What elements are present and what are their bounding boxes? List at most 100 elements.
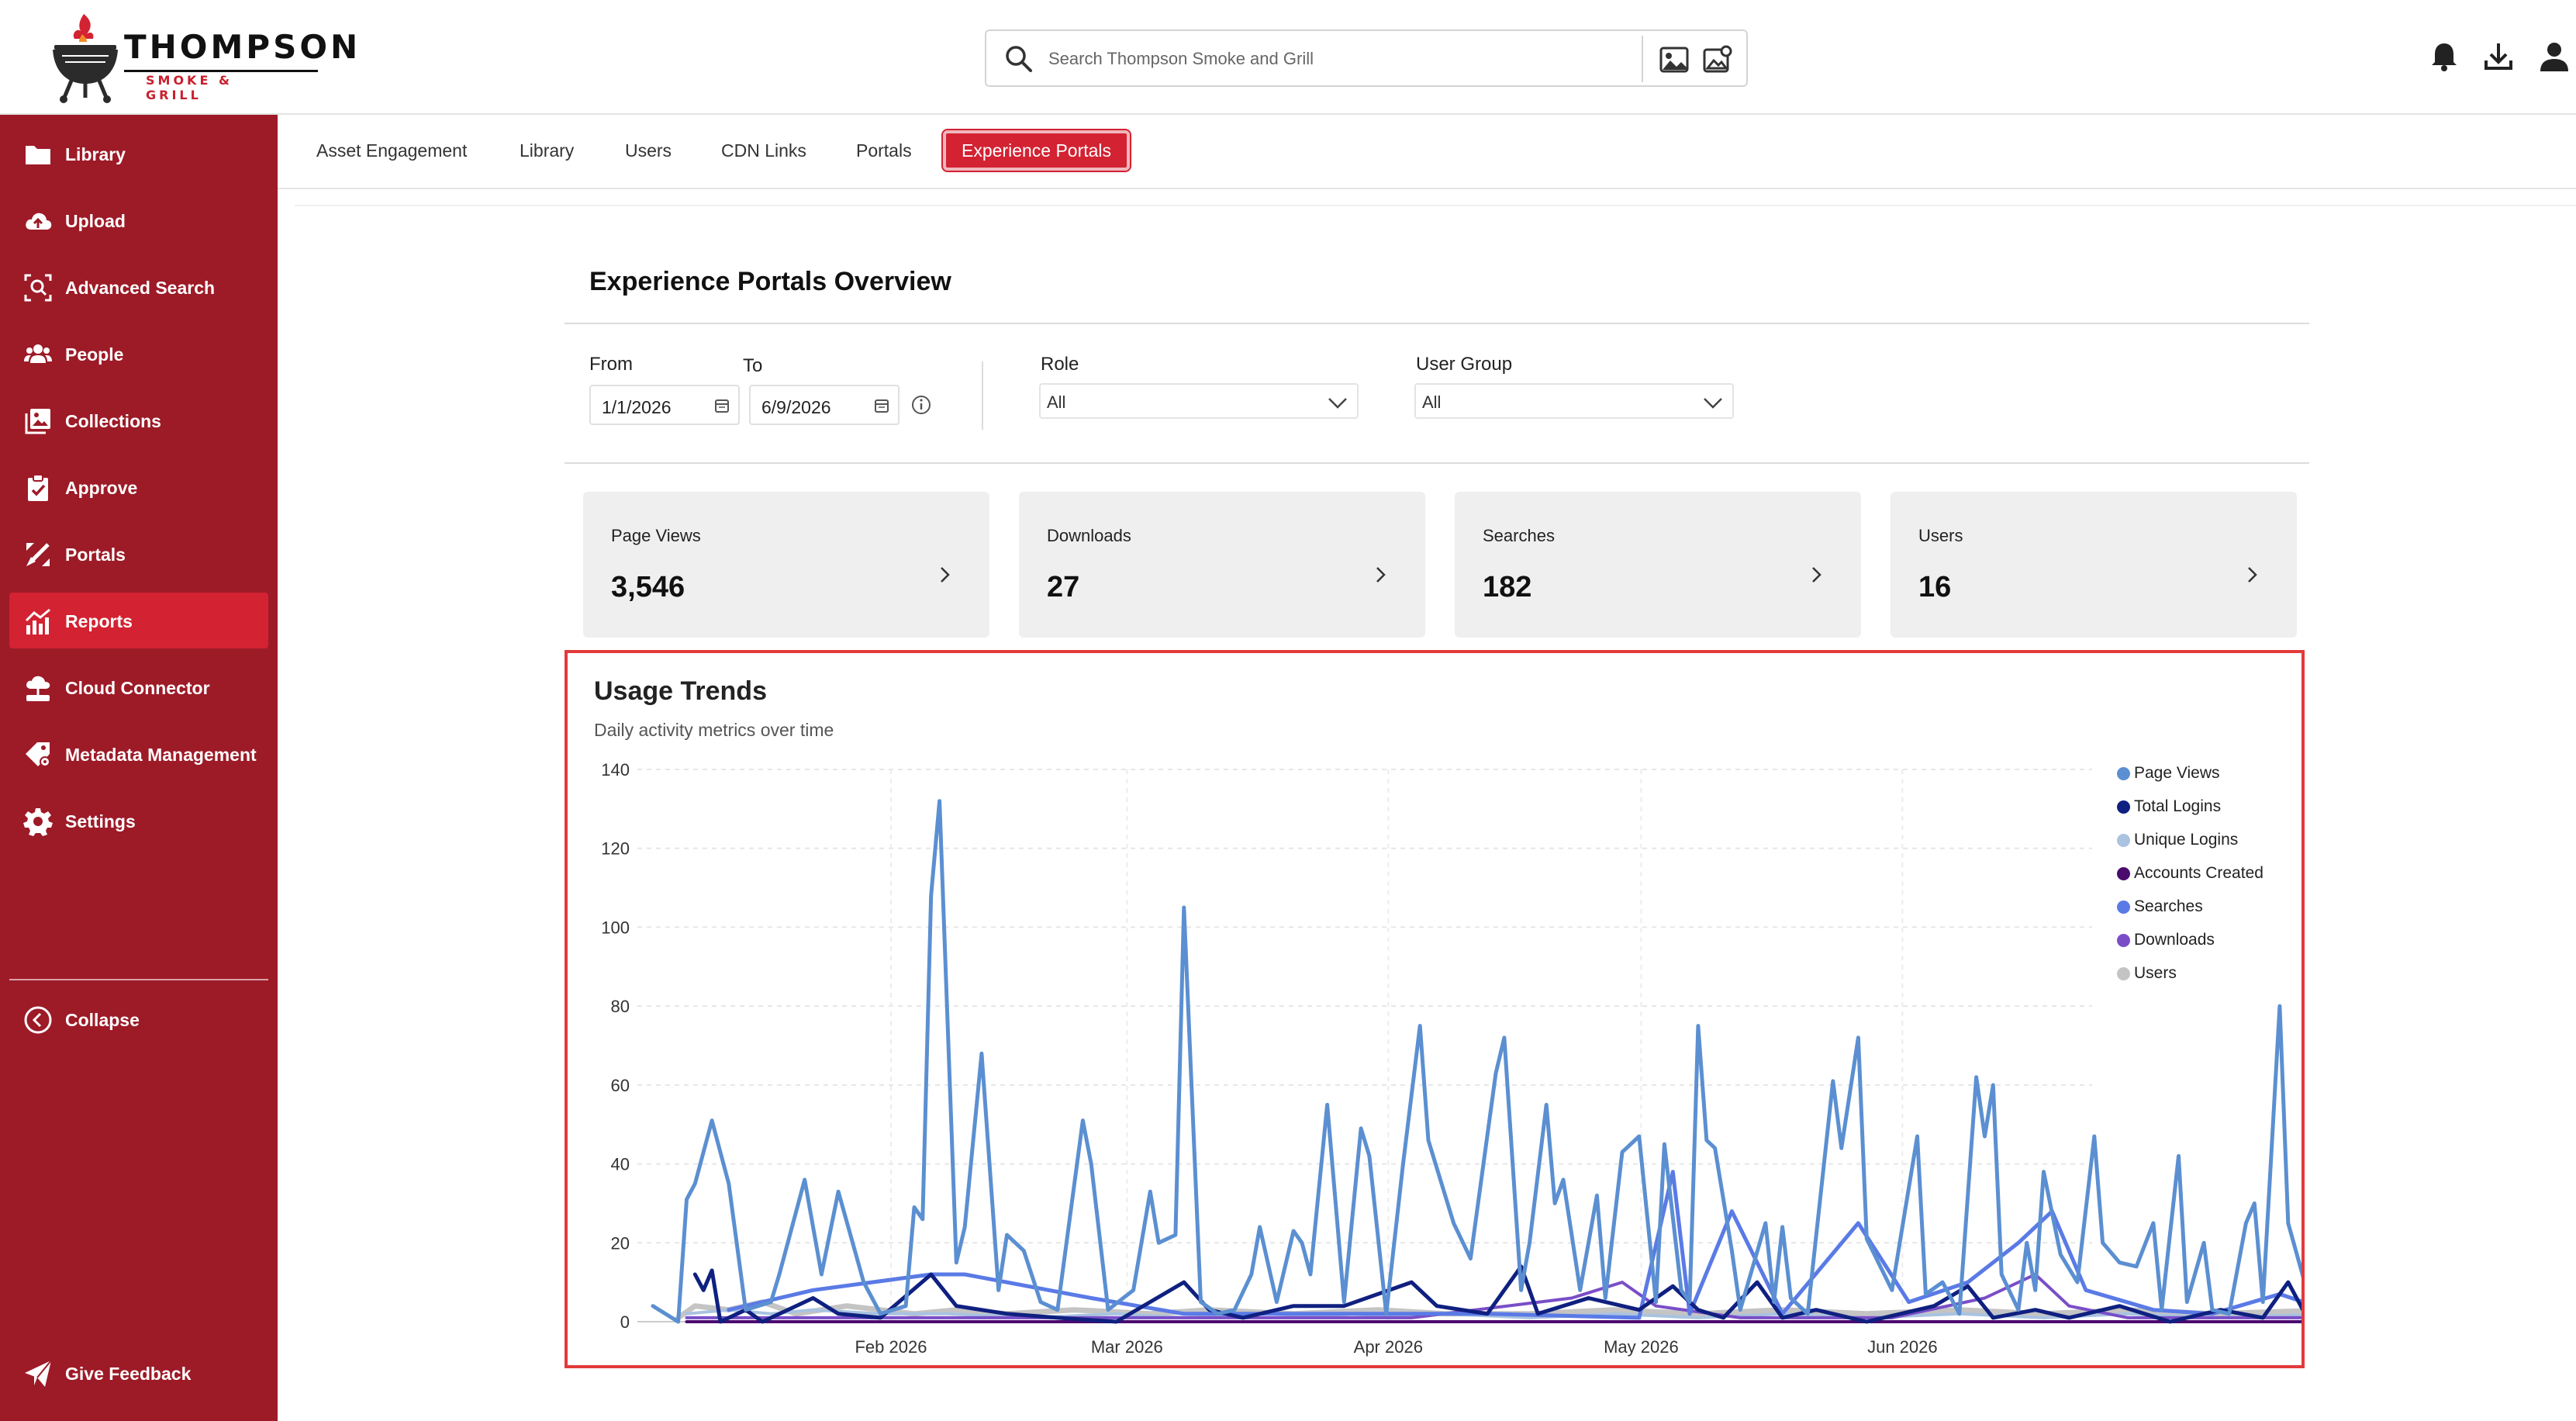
metadata-icon	[26, 742, 50, 767]
chart-subtitle: Daily activity metrics over time	[594, 720, 834, 740]
sidebar-item-advanced-search[interactable]: Advanced Search	[9, 259, 268, 315]
sidebar-item-settings[interactable]: Settings	[9, 793, 268, 849]
legend-item-unique-logins[interactable]: Unique Logins	[2117, 828, 2295, 862]
image-search-icon[interactable]	[1658, 43, 1690, 76]
legend-item-searches[interactable]: Searches	[2117, 895, 2295, 928]
bell-icon[interactable]	[2427, 39, 2461, 73]
legend-label: Page Views	[2134, 764, 2220, 782]
sidebar-item-upload[interactable]: Upload	[9, 192, 268, 248]
visual-search-icon[interactable]	[1701, 43, 1734, 76]
role-select[interactable]: All	[1039, 383, 1359, 419]
feedback-label: Give Feedback	[65, 1364, 192, 1384]
to-date-value: 6/9/2026	[761, 397, 831, 417]
legend-swatch	[2117, 767, 2130, 780]
tab-portals[interactable]: Portals	[856, 140, 912, 161]
title-divider	[565, 323, 2309, 324]
search-input[interactable]	[1048, 39, 1832, 79]
sidebar-item-label: Metadata Management	[65, 745, 257, 765]
brand-logo[interactable]: THOMPSON SMOKE & GRILL	[47, 11, 357, 104]
y-tick-label: 20	[611, 1233, 630, 1253]
chevron-down-icon	[1704, 398, 1722, 409]
chevron-right-icon	[941, 567, 950, 583]
user-group-value: All	[1422, 392, 1442, 412]
sidebar-item-approve[interactable]: Approve	[9, 459, 268, 515]
sidebar-collapse-button[interactable]: Collapse	[9, 991, 268, 1047]
legend-item-downloads[interactable]: Downloads	[2117, 928, 2295, 962]
filter-separator	[982, 361, 983, 430]
from-label: From	[589, 354, 633, 375]
collections-icon	[25, 409, 50, 434]
sidebar-item-metadata-management[interactable]: Metadata Management	[9, 726, 268, 782]
legend-item-page-views[interactable]: Page Views	[2117, 762, 2295, 795]
portals-icon	[26, 543, 50, 566]
download-icon[interactable]	[2481, 39, 2516, 73]
collapse-label: Collapse	[65, 1010, 140, 1030]
kpi-card-searches[interactable]: Searches 182	[1455, 492, 1861, 638]
to-date-field[interactable]: 6/9/2026	[749, 385, 900, 425]
legend-swatch	[2117, 967, 2130, 980]
brand-tagline: SMOKE & GRILL	[146, 73, 233, 102]
chart-legend: Page Views Total Logins Unique Logins Accou…	[2117, 762, 2295, 995]
from-date-field[interactable]: 1/1/2026	[589, 385, 740, 425]
sidebar-item-library[interactable]: Library	[9, 126, 268, 182]
tab-experience-portals[interactable]: Experience Portals	[941, 129, 1132, 172]
calendar-icon[interactable]	[713, 397, 730, 414]
role-value: All	[1047, 392, 1066, 412]
legend-label: Unique Logins	[2134, 831, 2239, 849]
kpi-card-page-views[interactable]: Page Views 3,546	[583, 492, 989, 638]
sidebar-item-label: Cloud Connector	[65, 678, 210, 698]
role-label: Role	[1041, 354, 1079, 375]
x-tick-label: Mar 2026	[1091, 1337, 1163, 1357]
calendar-icon[interactable]	[873, 397, 890, 414]
sidebar-item-people[interactable]: People	[9, 326, 268, 382]
brand-name: THOMPSON	[124, 28, 361, 66]
sidebar-item-label: Collections	[65, 411, 161, 431]
sidebar-item-reports[interactable]: Reports	[9, 593, 268, 648]
sidebar-item-portals[interactable]: Portals	[9, 526, 268, 582]
kpi-card-users[interactable]: Users 16	[1891, 492, 2297, 638]
user-group-select[interactable]: All	[1414, 383, 1734, 419]
x-tick-label: Feb 2026	[855, 1337, 927, 1357]
y-tick-label: 120	[601, 839, 630, 859]
give-feedback-button[interactable]: Give Feedback	[9, 1345, 268, 1401]
kpi-card-downloads[interactable]: Downloads 27	[1019, 492, 1425, 638]
chevron-right-icon	[1812, 567, 1822, 583]
from-date-value: 1/1/2026	[602, 397, 672, 417]
tab-asset-engagement[interactable]: Asset Engagement	[316, 140, 468, 161]
legend-swatch	[2117, 901, 2130, 914]
info-icon[interactable]	[910, 394, 932, 416]
kpi-label: Downloads	[1047, 526, 1131, 545]
tab-cdn-links[interactable]: CDN Links	[721, 140, 806, 161]
cloud-connector-icon	[26, 676, 50, 701]
sidebar-item-collections[interactable]: Collections	[9, 392, 268, 448]
sidebar-item-cloud-connector[interactable]: Cloud Connector	[9, 659, 268, 715]
reports-icon	[25, 608, 50, 634]
usage-trends-chart: 0 20 40 60 80 100 120 140 Feb 2026 Mar 2026 Apr 20…	[601, 760, 2301, 1357]
tab-users[interactable]: Users	[625, 140, 672, 161]
page-title: Experience Portals Overview	[589, 267, 951, 296]
y-tick-label: 140	[601, 760, 630, 780]
cloud-upload-icon	[26, 213, 52, 230]
chart-title: Usage Trends	[594, 676, 767, 706]
sidebar-item-label: Reports	[65, 611, 133, 631]
legend-item-users[interactable]: Users	[2117, 962, 2295, 995]
chevron-down-icon	[1328, 398, 1347, 409]
grill-logo-icon	[53, 14, 118, 103]
brand-underline	[124, 70, 318, 72]
legend-item-accounts-created[interactable]: Accounts Created	[2117, 862, 2295, 895]
to-label: To	[743, 355, 763, 376]
legend-item-total-logins[interactable]: Total Logins	[2117, 795, 2295, 828]
sidebar: Library Upload Advanced Search People Co…	[0, 115, 278, 1421]
user-icon[interactable]	[2537, 39, 2571, 73]
chevron-right-icon	[1376, 567, 1386, 583]
tab-library[interactable]: Library	[520, 140, 575, 161]
search-icon[interactable]	[1003, 43, 1034, 74]
advanced-search-icon	[24, 274, 52, 302]
kpi-value: 3,546	[611, 571, 685, 603]
x-tick-label: Apr 2026	[1354, 1337, 1423, 1357]
sidebar-item-label: Advanced Search	[65, 278, 216, 298]
kpi-value: 16	[1918, 571, 1952, 603]
top-header: THOMPSON SMOKE & GRILL	[0, 0, 2576, 115]
kpi-value: 27	[1047, 571, 1080, 603]
people-icon	[24, 344, 52, 363]
